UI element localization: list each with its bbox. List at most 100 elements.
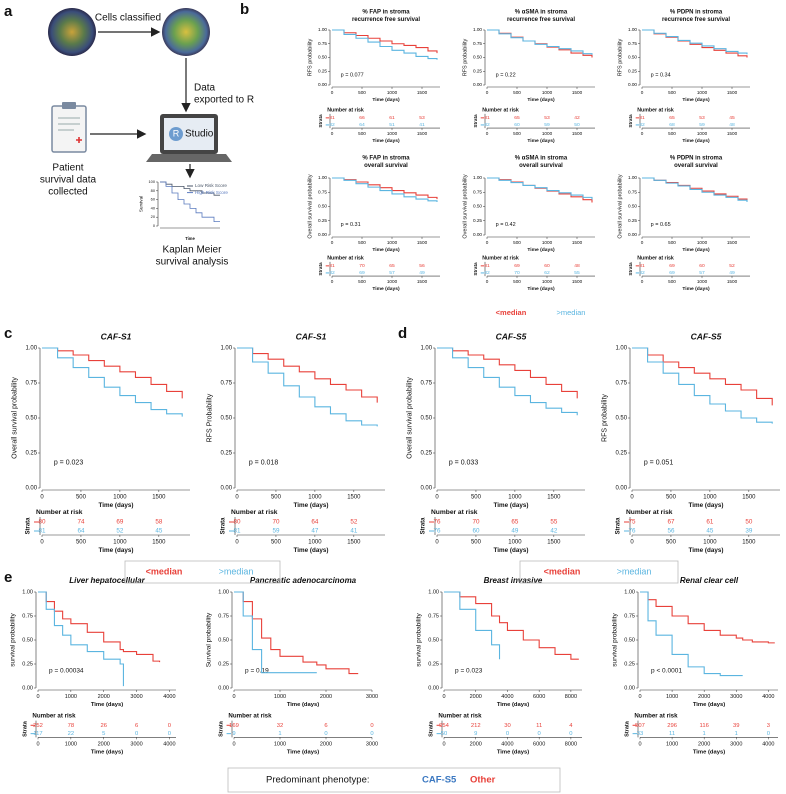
risk-count: 33 [637,731,644,737]
x-tick-label: 2000 [98,694,110,700]
y-tick-label: 1.00 [318,175,327,180]
x-tick-label: 1500 [417,240,428,245]
risk-x-tick-label: 4000 [163,741,175,747]
risk-count: 45 [729,115,735,121]
survival-curve [642,29,748,55]
risk-title: Number at risk [637,107,674,113]
risk-count: 59 [272,528,280,535]
strata-label: Strata [628,114,633,128]
risk-count: 81 [484,115,490,121]
risk-count: 76 [433,528,441,535]
risk-title: Number at risk [32,713,76,720]
risk-x-tick-label: 0 [641,279,644,284]
risk-count: 60 [514,122,520,128]
y-tick-label: 0.25 [220,451,232,457]
x-tick-label: 1000 [697,90,708,95]
p-value: p = 0.051 [644,460,673,467]
x-axis-label: Time (days) [527,97,555,103]
p-value: p < 0.0001 [651,667,682,674]
y-axis-label: Overall survival probability [12,377,19,459]
survival-curve [640,591,743,677]
risk-x-tick-label: 1000 [274,741,286,747]
risk-count: 75 [628,519,636,526]
tissue-image [162,8,210,56]
x-tick-label: 500 [471,494,482,500]
y-tick-label: 0.50 [473,55,482,60]
strata-label: Strata [218,720,224,737]
app-name: Studio [185,129,214,140]
strata-label: Strata [628,262,633,276]
risk-x-tick-label: 500 [668,131,676,136]
y-tick-label: 0.50 [318,204,327,209]
risk-count: 0 [168,723,172,729]
risk-x-tick-label: 1500 [572,279,583,284]
y-tick-label: 1.00 [25,346,37,352]
x-tick-label: 500 [513,90,521,95]
y-tick-label: 1.00 [628,27,637,32]
risk-count: 76 [433,519,441,526]
risk-title: Number at risk [482,107,519,113]
risk-count: 78 [68,723,75,729]
risk-title: Number at risk [231,509,278,516]
risk-count: 64 [311,519,319,526]
chart-title: CAF-S1 [101,331,132,341]
y-axis-label: RFS Probability [207,393,214,442]
risk-x-tick-label: 1500 [547,539,561,545]
risk-x-tick-label: 500 [513,279,521,284]
y-tick-label: 0.50 [615,416,627,422]
panel-label: b [240,1,249,18]
risk-x-axis-label: Time (days) [99,547,134,554]
risk-title: Number at risk [327,255,364,261]
risk-x-tick-label: 1000 [387,279,398,284]
risk-x-tick-label: 0 [232,741,235,747]
risk-count: 69 [514,263,520,269]
risk-x-tick-label: 1500 [417,279,428,284]
x-axis-label: Time (days) [99,502,134,509]
risk-count: 50 [745,519,753,526]
risk-count: 70 [272,519,280,526]
risk-count: 6 [324,723,327,729]
risk-count: 66 [359,115,365,121]
risk-x-tick-label: 0 [630,539,634,545]
y-tick-label: 0.25 [25,451,37,457]
risk-count: 81 [484,263,490,269]
strata-label: Strata [318,114,323,128]
x-axis-label: Time [185,236,195,241]
risk-x-tick-label: 1000 [387,131,398,136]
risk-count: 1 [703,731,706,737]
y-tick-label: 1.00 [22,589,33,595]
risk-x-tick-label: 1500 [347,539,361,545]
risk-count: 81 [639,263,645,269]
risk-x-tick-label: 4000 [762,741,774,747]
risk-count: 70 [472,519,480,526]
y-axis-label: Overall survival probability [463,174,469,238]
chart-title: Breast invasive [484,576,543,585]
risk-count: 0 [538,731,542,737]
tissue-image [48,8,96,56]
risk-count: 3 [767,723,770,729]
y-tick-label: 0.25 [615,451,627,457]
risk-x-tick-label: 0 [331,131,334,136]
risk-count: 49 [729,270,735,276]
risk-count: 82 [639,270,645,276]
risk-x-tick-label: 500 [358,131,366,136]
risk-x-tick-label: 500 [271,539,282,545]
risk-count: 49 [511,528,519,535]
y-tick-label: 0.75 [318,189,327,194]
strata-label: Strata [22,720,28,737]
risk-count: 1 [735,731,738,737]
y-axis-label: survival probability [9,613,16,667]
risk-count: 954 [439,723,450,729]
step-label: Cells classified [95,13,161,24]
survival-curve [332,29,438,60]
risk-x-tick-label: 6000 [533,741,545,747]
panel-label: c [4,325,12,342]
laptop-base [146,154,232,162]
survival-curve [437,347,578,399]
y-tick-label: 1.00 [624,589,635,595]
risk-count: 74 [77,519,85,526]
risk-count: 39 [745,528,753,535]
legend-label: High Risk Score [195,190,228,195]
y-tick-label: 1.00 [628,175,637,180]
y-tick-label: 0.75 [628,189,637,194]
